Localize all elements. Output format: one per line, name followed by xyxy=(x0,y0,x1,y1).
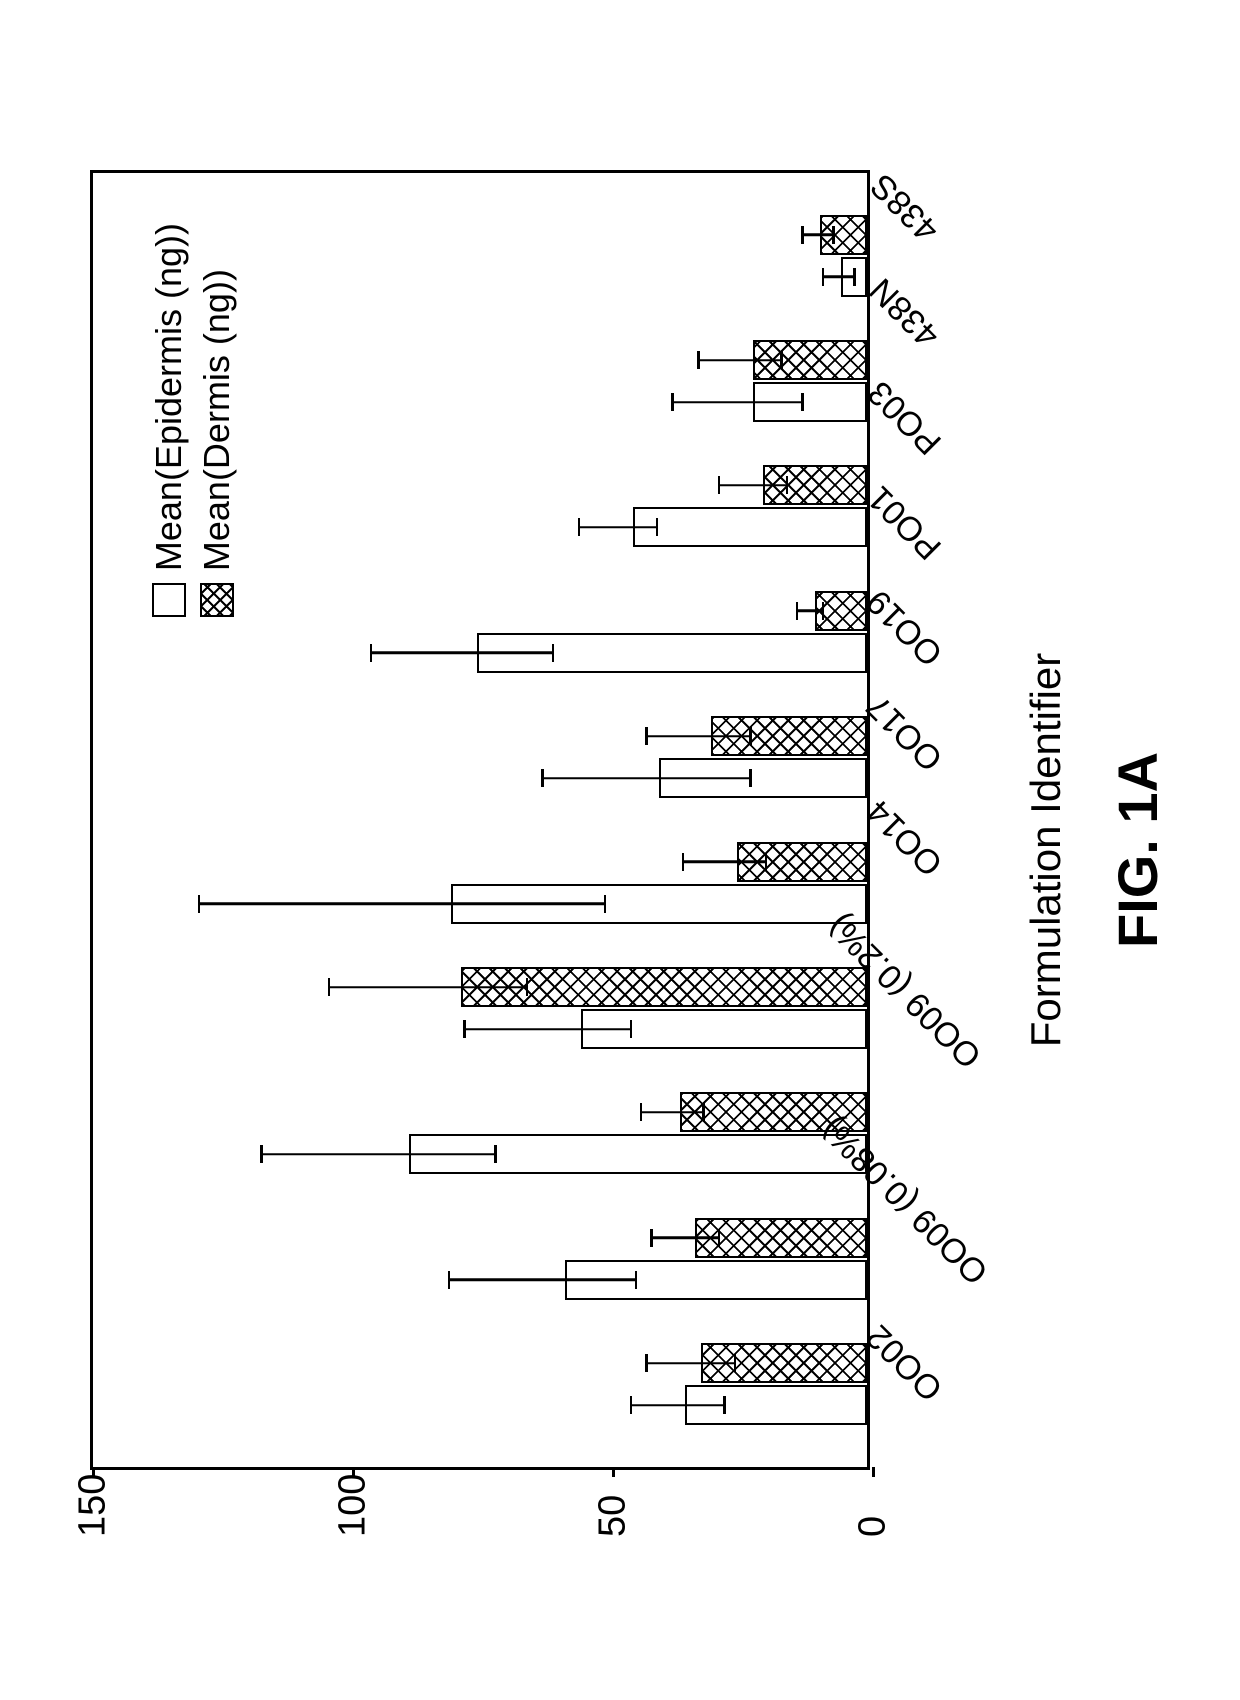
bar-group xyxy=(93,945,867,1070)
legend-label: Mean(Epidermis (ng)) xyxy=(148,223,190,571)
error-cap-icon xyxy=(494,1145,497,1163)
error-cap-icon xyxy=(578,518,581,536)
error-cap-icon xyxy=(702,1103,705,1121)
error-cap-icon xyxy=(723,1396,726,1414)
error-cap-icon xyxy=(682,853,685,871)
error-cap-icon xyxy=(370,644,373,662)
error-cap-icon xyxy=(448,1271,451,1289)
error-bar xyxy=(647,735,751,738)
error-cap-icon xyxy=(786,476,789,494)
error-bar xyxy=(631,1404,725,1407)
error-cap-icon xyxy=(463,1020,466,1038)
error-cap-icon xyxy=(635,1271,638,1289)
bar-epidermis xyxy=(633,507,867,547)
x-labels-container: OO02OO09 (0.08%)OO09 (0.2%)OO14OO17OO19P… xyxy=(870,170,939,1470)
error-cap-icon xyxy=(749,727,752,745)
error-cap-icon xyxy=(749,769,752,787)
error-bar xyxy=(673,401,803,404)
x-axis-title: Formulation Identifier xyxy=(1022,653,1070,1048)
chart-container: Mean Amount Drug Recovered (ng) 05010015… xyxy=(70,150,832,1550)
bar-epidermis xyxy=(581,1009,867,1049)
error-bar xyxy=(465,1028,631,1031)
error-cap-icon xyxy=(765,853,768,871)
error-cap-icon xyxy=(640,1103,643,1121)
error-cap-icon xyxy=(645,1354,648,1372)
bar-group xyxy=(93,1196,867,1321)
plot-region: 050100150 Mean(Epidermis (ng)) Mean(Derm… xyxy=(70,150,832,1470)
legend-swatch-icon xyxy=(200,583,234,617)
legend-swatch-icon xyxy=(152,583,186,617)
error-bar xyxy=(797,610,823,613)
error-bar xyxy=(719,484,787,487)
y-tick-label: 150 xyxy=(72,1474,115,1537)
plot-area: 050100150 Mean(Epidermis (ng)) Mean(Derm… xyxy=(90,170,870,1470)
bar-epidermis xyxy=(565,1260,867,1300)
bar-epidermis xyxy=(685,1385,867,1425)
error-bar xyxy=(371,652,553,655)
error-cap-icon xyxy=(260,1145,263,1163)
error-cap-icon xyxy=(630,1020,633,1038)
error-bar xyxy=(199,902,605,905)
y-tick-label: 50 xyxy=(592,1495,635,1537)
error-cap-icon xyxy=(796,602,799,620)
y-tick-mark xyxy=(612,1467,615,1477)
error-bar xyxy=(823,275,854,278)
error-bar xyxy=(329,986,527,989)
error-cap-icon xyxy=(656,518,659,536)
bar-group xyxy=(93,820,867,945)
bar-epidermis xyxy=(659,758,867,798)
error-cap-icon xyxy=(801,393,804,411)
error-cap-icon xyxy=(604,895,607,913)
error-bar xyxy=(449,1279,636,1282)
bar-epidermis xyxy=(477,633,867,673)
error-cap-icon xyxy=(718,1229,721,1247)
error-bar xyxy=(803,233,834,236)
error-cap-icon xyxy=(832,226,835,244)
error-cap-icon xyxy=(822,268,825,286)
bar-dermis xyxy=(753,340,867,380)
error-bar xyxy=(699,359,782,362)
error-cap-icon xyxy=(552,644,555,662)
error-bar xyxy=(543,777,751,780)
error-cap-icon xyxy=(671,393,674,411)
legend-item-epidermis: Mean(Epidermis (ng)) xyxy=(148,223,190,617)
error-bar xyxy=(579,526,657,529)
error-bar xyxy=(641,1111,703,1114)
figure-caption: FIG. 1A xyxy=(1105,752,1170,948)
bar-dermis xyxy=(695,1218,867,1258)
bar-dermis xyxy=(461,967,867,1007)
bar-group xyxy=(93,1322,867,1447)
error-cap-icon xyxy=(650,1229,653,1247)
legend: Mean(Epidermis (ng)) Mean(Dermis (ng)) xyxy=(133,203,259,637)
error-cap-icon xyxy=(780,351,783,369)
bar-group xyxy=(93,1071,867,1196)
error-bar xyxy=(262,1153,496,1156)
error-cap-icon xyxy=(541,769,544,787)
error-cap-icon xyxy=(198,895,201,913)
error-cap-icon xyxy=(718,476,721,494)
error-bar xyxy=(683,860,766,863)
error-cap-icon xyxy=(697,351,700,369)
error-cap-icon xyxy=(645,727,648,745)
y-tick-mark xyxy=(92,1467,95,1477)
y-tick-mark xyxy=(352,1467,355,1477)
error-bar xyxy=(647,1362,735,1365)
error-cap-icon xyxy=(801,226,804,244)
figure-wrapper: Mean Amount Drug Recovered (ng) 05010015… xyxy=(70,150,1170,1550)
error-cap-icon xyxy=(526,978,529,996)
legend-item-dermis: Mean(Dermis (ng)) xyxy=(196,223,238,617)
y-tick-label: 100 xyxy=(332,1474,375,1537)
error-cap-icon xyxy=(734,1354,737,1372)
y-tick-label: 0 xyxy=(852,1516,895,1537)
bar-group xyxy=(93,695,867,820)
bar-dermis xyxy=(763,465,867,505)
error-cap-icon xyxy=(822,602,825,620)
bar-epidermis xyxy=(451,884,867,924)
error-cap-icon xyxy=(630,1396,633,1414)
error-bar xyxy=(652,1237,720,1240)
legend-label: Mean(Dermis (ng)) xyxy=(196,269,238,571)
error-cap-icon xyxy=(328,978,331,996)
error-cap-icon xyxy=(853,268,856,286)
